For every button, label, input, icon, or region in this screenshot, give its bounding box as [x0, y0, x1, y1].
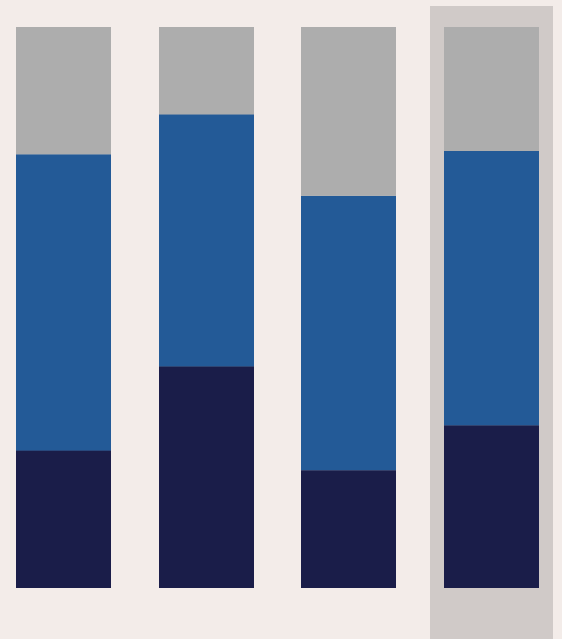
- bar-stack-2: [159, 27, 254, 588]
- bar-segment-middle: [16, 154, 111, 451]
- bar-segment-middle: [301, 195, 396, 471]
- bars-layer: [16, 27, 539, 588]
- bar-segment-bottom: [159, 366, 254, 588]
- bar-stack-4: [444, 27, 539, 588]
- bar-segment-top: [159, 27, 254, 115]
- bar-segment-bottom: [301, 470, 396, 588]
- bar-stack-3: [301, 27, 396, 588]
- bar-segment-middle: [159, 114, 254, 367]
- bar-stack-1: [16, 27, 111, 588]
- bar-segment-middle: [444, 150, 539, 426]
- bar-segment-bottom: [16, 450, 111, 588]
- bar-segment-top: [444, 27, 539, 151]
- bar-segment-top: [16, 27, 111, 155]
- bar-segment-bottom: [444, 425, 539, 588]
- bar-segment-top: [301, 27, 396, 196]
